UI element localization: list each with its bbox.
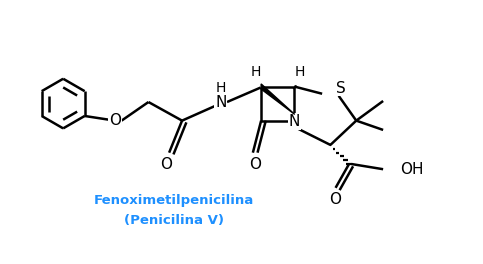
Text: Fenoximetilpenicilina: Fenoximetilpenicilina <box>94 194 255 207</box>
Text: H: H <box>215 81 226 95</box>
Text: H: H <box>294 65 305 79</box>
Text: O: O <box>160 157 172 172</box>
Text: OH: OH <box>400 162 424 177</box>
Text: N: N <box>215 95 227 110</box>
Polygon shape <box>261 84 295 114</box>
Text: S: S <box>336 81 346 96</box>
Text: O: O <box>109 113 121 128</box>
Text: H: H <box>251 65 261 79</box>
Text: N: N <box>288 114 300 129</box>
Text: O: O <box>249 157 261 172</box>
Text: (Penicilina V): (Penicilina V) <box>124 214 224 227</box>
Text: O: O <box>329 192 341 207</box>
